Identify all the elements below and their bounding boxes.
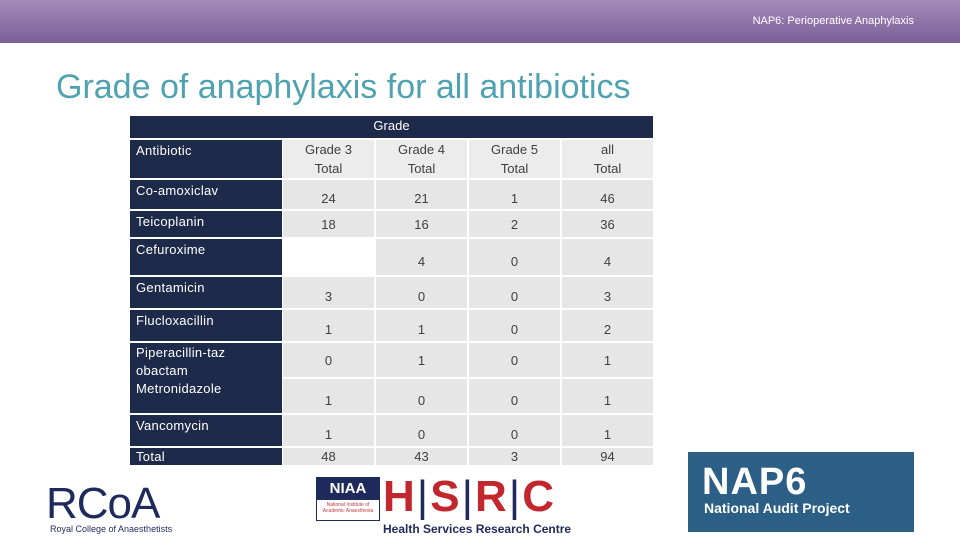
- table-cell: 4: [376, 239, 467, 275]
- table-cell: 1: [562, 343, 653, 377]
- table-cell: 46: [562, 180, 653, 209]
- table-row: Cefuroxime 4 0 4: [130, 239, 653, 275]
- hsrc-letter: S: [430, 472, 462, 521]
- table-cell: 0: [469, 379, 560, 413]
- row-label: Metronidazole: [136, 381, 222, 396]
- hsrc-letter: C: [522, 472, 557, 521]
- table-cell: 1: [469, 180, 560, 209]
- hsrc-letter: H: [383, 472, 417, 521]
- header-title: NAP6: Perioperative Anaphylaxis: [752, 15, 914, 27]
- hsrc-logo-subtitle: Health Services Research Centre: [383, 522, 572, 536]
- column-header-line: Grade 3: [305, 142, 352, 157]
- column-header-antibiotic: Antibiotic: [130, 140, 282, 178]
- table-cell: 1: [283, 415, 374, 446]
- table-group-header: Grade: [130, 116, 653, 138]
- table-cell: 0: [376, 415, 467, 446]
- rcoa-logo-mark: RCoA: [46, 479, 162, 528]
- table-row: Flucloxacillin 1 1 0 2: [130, 310, 653, 341]
- column-header-grade4: Grade 4 Total: [376, 140, 467, 178]
- row-label: Vancomycin: [130, 415, 282, 446]
- column-header-line: Total: [314, 161, 343, 176]
- table-cell: 18: [283, 211, 374, 237]
- table-cell: 24: [283, 180, 374, 209]
- row-label: Teicoplanin: [130, 211, 282, 237]
- table-cell: 94: [562, 448, 653, 465]
- nap6-logo-subtitle: National Audit Project: [704, 500, 850, 516]
- niaa-logo-text: NIAA: [317, 478, 379, 500]
- table-header-row: Antibiotic Grade 3 Total Grade 4 Total G…: [130, 140, 653, 178]
- column-header-line: Total: [500, 161, 529, 176]
- table-cell: [283, 239, 374, 275]
- table-cell: 3: [562, 277, 653, 308]
- table-cell: 0: [376, 277, 467, 308]
- table-cell: 43: [376, 448, 467, 465]
- table-cell: 1: [376, 310, 467, 341]
- hsrc-letter: R: [475, 472, 509, 521]
- row-label: Flucloxacillin: [130, 310, 282, 341]
- table-cell: 1: [283, 310, 374, 341]
- rcoa-logo: RCoA Royal College of Anaesthetists: [46, 478, 196, 538]
- table-cell: 1: [376, 343, 467, 377]
- row-label: Gentamicin: [130, 277, 282, 308]
- table-cell: 3: [283, 277, 374, 308]
- table-cell: 0: [469, 415, 560, 446]
- column-header-line: Grade 5: [491, 142, 538, 157]
- table-cell: 0: [469, 310, 560, 341]
- row-label: Cefuroxime: [130, 239, 282, 275]
- column-header-all: all Total: [562, 140, 653, 178]
- table-cell: 1: [562, 379, 653, 413]
- column-header-line: Total: [593, 161, 622, 176]
- hsrc-logo-mark: H|S|R|C: [383, 472, 557, 521]
- column-header-line: all: [600, 142, 614, 157]
- column-header-line: Total: [407, 161, 436, 176]
- column-header-line: Grade 4: [398, 142, 445, 157]
- table-row: Teicoplanin 18 16 2 36: [130, 211, 653, 237]
- table-cell: 1: [283, 379, 374, 413]
- rcoa-logo-subtitle: Royal College of Anaesthetists: [50, 524, 173, 534]
- column-header-grade3: Grade 3 Total: [283, 140, 374, 178]
- table-cell: 0: [469, 343, 560, 377]
- rcoa-logo-text: RCoA: [46, 479, 161, 524]
- row-label: Piperacillin-tazobactam: [136, 345, 226, 378]
- niaa-logo-subtitle: National Institute of Academic Anaesthes…: [322, 502, 374, 514]
- nap6-logo: NAP6 National Audit Project: [688, 452, 914, 532]
- table-cell: 16: [376, 211, 467, 237]
- table-row: Vancomycin 1 0 0 1: [130, 415, 653, 446]
- table-cell: 4: [562, 239, 653, 275]
- row-label: Total: [130, 448, 282, 465]
- table-cell: 3: [469, 448, 560, 465]
- table-cell: 2: [469, 211, 560, 237]
- table-cell: 0: [469, 239, 560, 275]
- slide-title: Grade of anaphylaxis for all antibiotics: [56, 68, 631, 106]
- table-row-total: Total 48 43 3 94: [130, 448, 653, 465]
- table-row: Gentamicin 3 0 0 3: [130, 277, 653, 308]
- nap6-logo-text: NAP6: [702, 461, 808, 503]
- hsrc-logo: H|S|R|C Health Services Research Centre: [383, 472, 572, 537]
- table-cell: 2: [562, 310, 653, 341]
- row-label: Co-amoxiclav: [130, 180, 282, 209]
- table-cell: 1: [562, 415, 653, 446]
- header-bar: NAP6: Perioperative Anaphylaxis: [0, 0, 960, 43]
- row-label-pair: Piperacillin-tazobactam Metronidazole: [130, 343, 282, 413]
- table-row: Co-amoxiclav 24 21 1 46: [130, 180, 653, 209]
- table-cell: 0: [376, 379, 467, 413]
- table-cell: 21: [376, 180, 467, 209]
- column-header-grade5: Grade 5 Total: [469, 140, 560, 178]
- table-row-pair: Piperacillin-tazobactam Metronidazole 0 …: [130, 343, 653, 413]
- table-cell: 48: [283, 448, 374, 465]
- table-cell: 0: [283, 343, 374, 377]
- niaa-logo: NIAA National Institute of Academic Anae…: [316, 477, 380, 521]
- table-cell: 0: [469, 277, 560, 308]
- table-cell: 36: [562, 211, 653, 237]
